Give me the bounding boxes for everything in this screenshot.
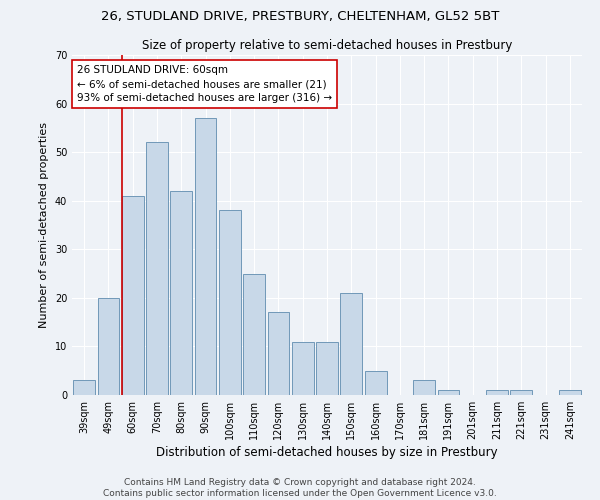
Bar [559, 390, 581, 395]
Bar [146, 142, 168, 395]
Bar [340, 293, 362, 395]
Y-axis label: Number of semi-detached properties: Number of semi-detached properties [39, 122, 49, 328]
Bar [413, 380, 435, 395]
Title: Size of property relative to semi-detached houses in Prestbury: Size of property relative to semi-detach… [142, 40, 512, 52]
Bar [194, 118, 217, 395]
Bar [122, 196, 143, 395]
Bar [268, 312, 289, 395]
Text: 26, STUDLAND DRIVE, PRESTBURY, CHELTENHAM, GL52 5BT: 26, STUDLAND DRIVE, PRESTBURY, CHELTENHA… [101, 10, 499, 23]
Text: Contains HM Land Registry data © Crown copyright and database right 2024.
Contai: Contains HM Land Registry data © Crown c… [103, 478, 497, 498]
Bar [219, 210, 241, 395]
Bar [511, 390, 532, 395]
Bar [97, 298, 119, 395]
Bar [365, 370, 386, 395]
Bar [170, 191, 192, 395]
Bar [292, 342, 314, 395]
Text: 26 STUDLAND DRIVE: 60sqm
← 6% of semi-detached houses are smaller (21)
93% of se: 26 STUDLAND DRIVE: 60sqm ← 6% of semi-de… [77, 65, 332, 103]
Bar [486, 390, 508, 395]
Bar [437, 390, 460, 395]
X-axis label: Distribution of semi-detached houses by size in Prestbury: Distribution of semi-detached houses by … [156, 446, 498, 459]
Bar [73, 380, 95, 395]
Bar [316, 342, 338, 395]
Bar [243, 274, 265, 395]
